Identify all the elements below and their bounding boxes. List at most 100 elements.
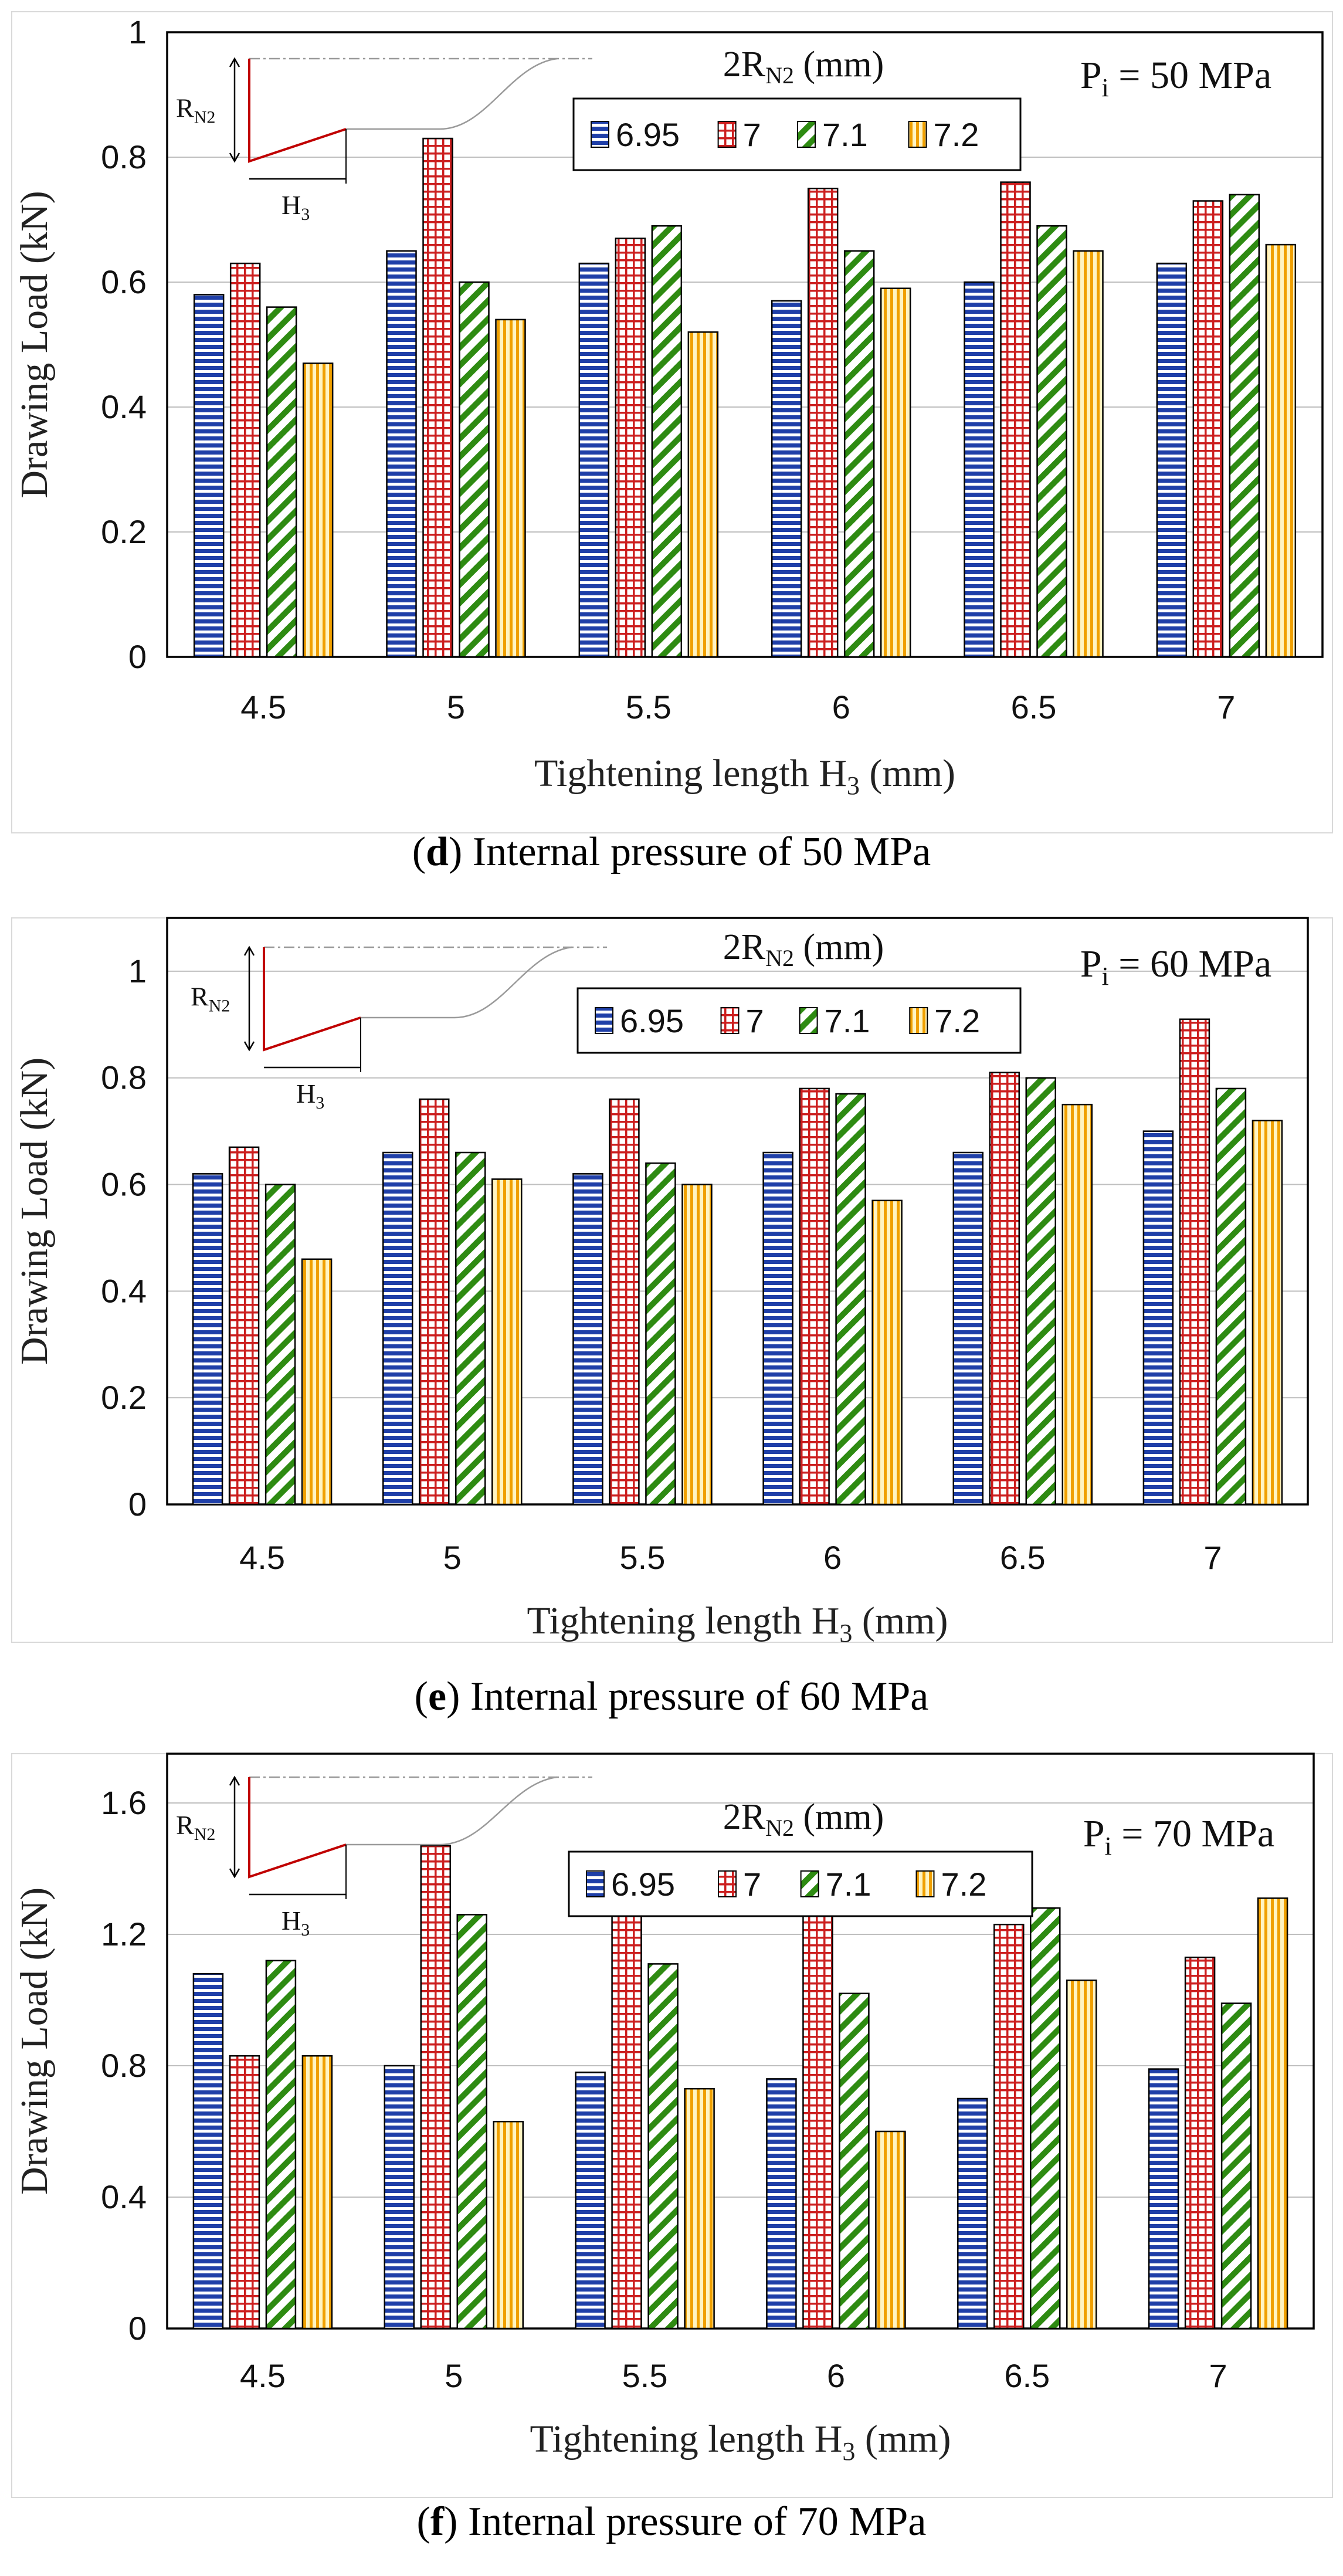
bar-7-5_5 xyxy=(615,238,646,658)
bar-7-4_5 xyxy=(229,262,261,658)
legend-swatch-7 xyxy=(718,1870,737,1897)
panel-caption: (f) Internal pressure of 70 MPa xyxy=(417,2499,927,2544)
bar-7-7 xyxy=(1184,1956,1216,2330)
plot-area xyxy=(166,1753,1315,2330)
bar-7_2-7 xyxy=(1257,1897,1288,2330)
y-axis-title: Drawing Load (kN) xyxy=(13,1057,56,1365)
legend-label-7_1: 7.1 xyxy=(825,1002,870,1039)
bar-6_95-7 xyxy=(1156,262,1188,658)
legend-label-7_1: 7.1 xyxy=(826,1866,871,1903)
bar-6_95-5 xyxy=(384,2065,415,2330)
bar-7-5 xyxy=(422,137,453,658)
bar-7_1-6_5 xyxy=(1030,1907,1061,2330)
y-tick-label: 0 xyxy=(128,638,147,675)
x-tick-label: 5.5 xyxy=(619,1539,665,1576)
x-axis-title: Tightening length H3 (mm) xyxy=(534,752,955,800)
x-tick-label: 5 xyxy=(445,2357,463,2394)
bar-7_1-7 xyxy=(1229,194,1260,658)
bar-7_1-6 xyxy=(843,250,875,658)
pressure-label: Pi = 70 MPa xyxy=(1083,1812,1274,1860)
x-axis-title: Tightening length H3 (mm) xyxy=(527,1599,948,1648)
pressure-label: Pi = 50 MPa xyxy=(1080,54,1271,102)
x-tick-label: 6.5 xyxy=(1000,1539,1046,1576)
y-tick-label: 0.4 xyxy=(101,2178,147,2215)
bar-7-5 xyxy=(419,1098,450,1506)
y-tick-label: 1.2 xyxy=(101,1916,147,1953)
y-tick-label: 0.8 xyxy=(101,1059,147,1096)
bar-6_95-6_5 xyxy=(964,281,995,658)
bar-7-6_5 xyxy=(1000,181,1031,658)
legend: 6.95 7 7.1 7.2 xyxy=(572,97,1022,171)
h-dimension-label: H3 xyxy=(296,1079,324,1113)
die-schematic: RN2 H3 xyxy=(176,1775,592,1940)
bar-6_95-7 xyxy=(1148,2068,1179,2330)
x-tick-label: 4.5 xyxy=(239,1539,285,1576)
bar-7_1-7 xyxy=(1220,2002,1252,2330)
bar-7_2-7 xyxy=(1252,1120,1283,1506)
tightening-segment xyxy=(248,59,347,163)
legend-swatch-6_95 xyxy=(591,121,609,148)
bar-7_2-5_5 xyxy=(684,2087,715,2330)
x-tick-label: 5 xyxy=(447,689,465,726)
die-schematic: RN2 H3 xyxy=(176,57,592,224)
bar-6_95-5_5 xyxy=(578,262,610,658)
legend-label-7: 7 xyxy=(743,116,761,153)
bar-7_2-6 xyxy=(875,2130,906,2330)
x-tick-label: 6.5 xyxy=(1011,689,1057,726)
legend-label-7_2: 7.2 xyxy=(934,1002,980,1039)
legend-label-7_1: 7.1 xyxy=(822,116,868,153)
chart-panel-d: 0 0.2 0.4 0.6 0.8 1 4.5 5 5.5 6 6.5 7 Tightening len… xyxy=(11,11,1333,875)
bar-7-4_5 xyxy=(229,2055,260,2330)
bar-7_2-4_5 xyxy=(301,2055,333,2330)
bar-7_1-6 xyxy=(839,1992,870,2330)
bar-7-5_5 xyxy=(611,1914,642,2330)
legend-title: 2RN2 (mm) xyxy=(723,927,884,971)
die-profile xyxy=(361,946,572,1019)
x-tick-label: 5.5 xyxy=(626,689,672,726)
legend-swatch-7_2 xyxy=(915,1870,935,1897)
bar-7_2-6_5 xyxy=(1073,250,1104,658)
y-tick-label: 1 xyxy=(128,13,147,50)
bar-7_1-5_5 xyxy=(645,1162,676,1506)
bar-7-6_5 xyxy=(993,1923,1025,2330)
y-tick-label: 1 xyxy=(128,953,147,989)
legend-label-7: 7 xyxy=(746,1002,764,1039)
bar-7_1-5_5 xyxy=(647,1963,679,2330)
bar-6_95-6 xyxy=(771,300,802,658)
x-tick-label: 7 xyxy=(1203,1539,1222,1576)
legend-label-6_95: 6.95 xyxy=(620,1002,684,1039)
tightening-segment xyxy=(263,947,361,1052)
legend-title: 2RN2 (mm) xyxy=(723,1797,884,1841)
legend-label-7: 7 xyxy=(743,1866,761,1903)
bar-6_95-5 xyxy=(382,1151,413,1506)
x-tick-label: 7 xyxy=(1217,689,1235,726)
bar-6_95-6_5 xyxy=(957,2097,988,2330)
legend-swatch-7_1 xyxy=(799,1007,818,1034)
legend-swatch-6_95 xyxy=(595,1007,613,1034)
bar-6_95-6_5 xyxy=(952,1151,983,1506)
y-tick-label: 0.4 xyxy=(101,388,147,425)
legend-label-6_95: 6.95 xyxy=(611,1866,675,1903)
legend-swatch-7 xyxy=(720,1007,740,1034)
legend-label-7_2: 7.2 xyxy=(941,1866,987,1903)
bar-7_1-5_5 xyxy=(651,225,683,658)
bar-7-4_5 xyxy=(228,1146,260,1506)
bar-7_1-4_5 xyxy=(265,1960,297,2330)
tightening-segment xyxy=(248,1777,347,1879)
y-tick-label: 0.8 xyxy=(101,2047,147,2084)
bar-7_2-5_5 xyxy=(681,1184,713,1506)
bar-7_1-5 xyxy=(459,281,490,658)
legend-swatch-7_2 xyxy=(909,1007,928,1034)
bar-6_95-6 xyxy=(766,2078,797,2330)
legend-swatch-7_1 xyxy=(800,1870,819,1897)
bar-7-6 xyxy=(799,1087,830,1506)
bar-7_2-5_5 xyxy=(687,331,719,658)
legend-swatch-7 xyxy=(717,121,737,148)
bar-6_95-5 xyxy=(386,250,417,658)
bar-6_95-7 xyxy=(1142,1130,1174,1506)
bar-7-6_5 xyxy=(989,1072,1020,1506)
legend-swatch-7_2 xyxy=(908,121,927,148)
legend-box xyxy=(576,987,1022,1054)
pressure-label: Pi = 60 MPa xyxy=(1080,943,1271,991)
bar-7_2-6 xyxy=(871,1199,903,1506)
